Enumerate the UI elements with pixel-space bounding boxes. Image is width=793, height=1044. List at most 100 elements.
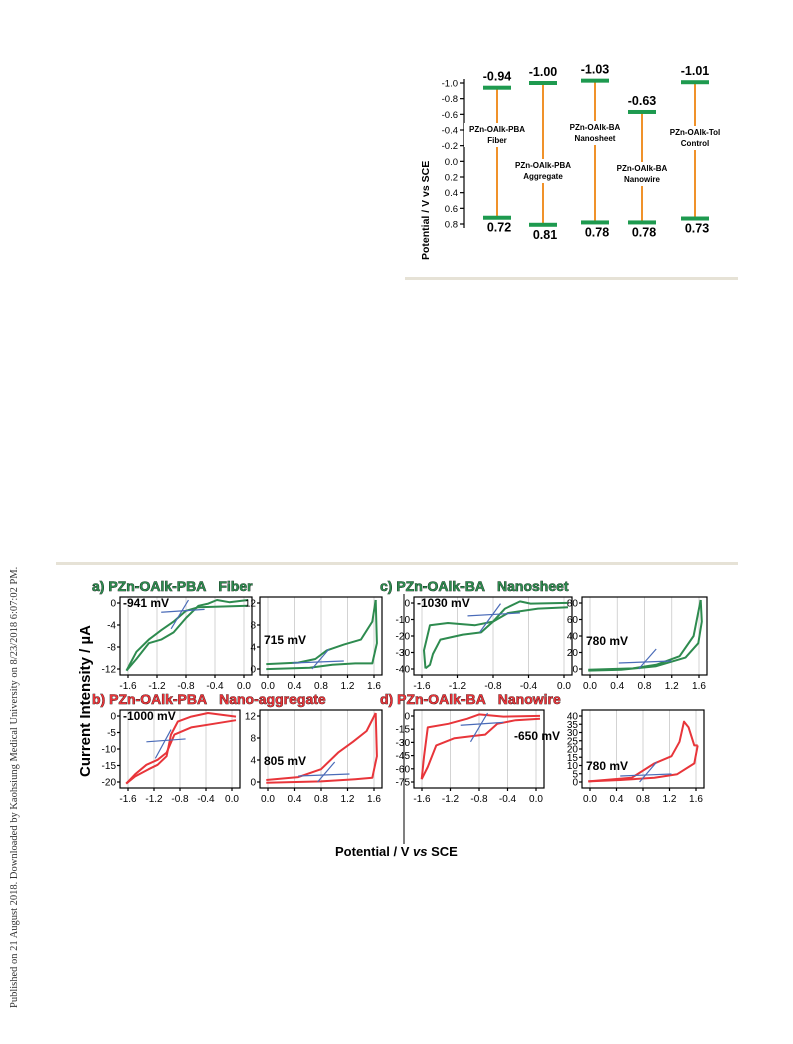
level-sample-3: -1.03 0.78 PZn-OAlk-BA Nanosheet [562,63,628,239]
lumo-value: -1.01 [681,64,710,78]
cv-curve [266,599,377,666]
cv-curve [588,599,703,672]
onset-annotation: -1000 mV [123,709,176,723]
x-tick-label: 0.0 [583,681,597,692]
x-tick-label: 0.8 [314,794,328,805]
y-tick-label: 80 [567,599,579,610]
label-backdrop [562,121,628,145]
lumo-value: -0.63 [628,94,657,108]
x-tick-label: 0.8 [636,794,650,805]
cv-curve [266,712,378,784]
x-tick-label: 1.2 [341,794,355,805]
x-tick-label: -0.4 [206,681,224,692]
cv-xlabel: Potential / V vs SCE [335,844,458,859]
plot-frame [259,596,383,676]
baseline-tangent [467,612,521,617]
x-tick-label: -1.6 [413,794,431,805]
x-tick-label: -1.2 [148,681,166,692]
onset-tangent [479,603,501,633]
homo-value: 0.73 [685,222,709,236]
onset-annotation: 780 mV [586,634,628,648]
section-divider-mid [56,562,738,565]
homo-value: 0.78 [585,225,609,239]
x-tick-label: 1.2 [341,681,355,692]
cv-subplot-b-left: -1.6 -1.2 -0.8 -0.4 0.0 0 -5 -10 -15 -20 -1000 mV [102,709,241,805]
x-tick-label: -0.8 [177,681,195,692]
cv-panel-c: c) PZn-OAlk-BA Nanosheet -1.6 -1.2 -0.8 -0.4 0… [380,578,708,692]
sample-name: PZn-OAlk-Tol [670,128,721,137]
x-tick-label: 1.6 [689,794,703,805]
cv-curve [125,604,249,672]
sample-morphology: Nanosheet [575,134,616,143]
cv-subplot-c-left: -1.6 -1.2 -0.8 -0.4 0.0 0 -10 -20 -30 -40 -1030 mV [396,596,573,692]
level-sample-5: -1.01 0.73 PZn-OAlk-Tol Control [662,64,728,236]
x-tick-label: 0.0 [225,794,239,805]
energy-level-figure: Potential / V vs SCE -1.0 -0.8 -0.6 -0.4 -0.… [420,63,728,260]
y-tick-label: 0 [110,599,116,610]
sample-morphology: Aggregate [523,172,563,181]
x-tick-label: -1.2 [449,681,467,692]
homo-value: 0.72 [487,221,511,235]
y-tick-label: 8 [250,621,256,632]
panel-title: a) PZn-OAlk-PBA Fiber [92,578,253,594]
label-backdrop [609,162,675,186]
y-tick-label: 0 [250,665,256,676]
y-tick-label: 30 [567,728,579,739]
x-tick-label: 0.0 [237,681,251,692]
lumo-level-bar [483,85,511,90]
cv-subplot-b-right: 0.0 0.4 0.8 1.2 1.6 12 8 4 0 805 mV [245,709,383,805]
x-tick-label: -0.4 [520,681,538,692]
baseline-tangent [460,721,504,726]
x-tick-label: -0.8 [171,794,189,805]
levels-y-tick-label: -0.6 [442,110,458,121]
x-tick-label: -1.2 [442,794,460,805]
x-tick-label: -1.2 [145,794,163,805]
baseline-tangent [146,738,186,743]
cv-subplot-a-left: -1.6 -1.2 -0.8 -0.4 0.0 0 -4 -8 -12 -941 mV [102,596,253,692]
x-tick-label: 0.0 [261,794,275,805]
x-tick-label: -0.8 [484,681,502,692]
x-tick-label: 0.4 [610,681,624,692]
y-tick-label: 0 [110,712,116,723]
y-tick-label: 4 [250,643,256,654]
cv-curve [424,606,569,670]
x-tick-label: -1.6 [413,681,431,692]
x-tick-label: 1.2 [665,681,679,692]
levels-y-tick-label: -0.4 [442,126,458,137]
onset-tangent [170,599,189,630]
cv-panel-d: d) PZn-OAlk-BA Nanowire -1.6 -1.2 -0.8 -0.4 0.… [380,691,705,805]
onset-annotation: -650 mV [514,729,560,743]
onset-tangent [469,712,489,743]
onset-annotation: 805 mV [264,754,306,768]
homo-level-bar [483,215,511,220]
x-tick-label: -0.4 [499,794,517,805]
onset-annotation: 780 mV [586,759,628,773]
y-tick-label: 5 [572,769,578,780]
homo-value: 0.78 [632,225,656,239]
y-tick-label: -20 [396,632,411,643]
y-tick-label: -15 [102,761,117,772]
cv-panel-a: a) PZn-OAlk-PBA Fiber -1.6 -1.2 -0.8 -0.4 0.0 0… [92,578,383,692]
cv-panel-b: b) PZn-OAlk-PBA Nano-aggregate -1.6 -1.2 -0.… [92,691,383,805]
y-tick-label: -4 [107,621,116,632]
levels-y-tick-label: -0.2 [442,141,458,152]
homo-level-bar [529,222,557,227]
onset-tangent [311,648,330,670]
y-tick-label: 8 [250,734,256,745]
y-tick-label: 40 [567,712,579,723]
panel-title: b) PZn-OAlk-PBA Nano-aggregate [92,691,326,707]
x-tick-label: 0.0 [557,681,571,692]
homo-level-bar [581,220,609,225]
x-tick-label: -1.6 [119,681,137,692]
x-tick-label: 0.8 [314,681,328,692]
cv-curve [423,600,569,669]
y-tick-label: -60 [396,764,411,775]
cv-subplot-c-right: 0.0 0.4 0.8 1.2 1.6 80 60 40 20 0 780 mV [567,596,708,692]
y-tick-label: -40 [396,665,411,676]
sample-name: PZn-OAlk-BA [570,123,621,132]
y-tick-label: -20 [102,778,117,789]
lumo-level-bar [681,80,709,85]
levels-y-tick-label: 0.6 [445,204,458,215]
levels-y-tick-label: 0.4 [445,188,458,199]
